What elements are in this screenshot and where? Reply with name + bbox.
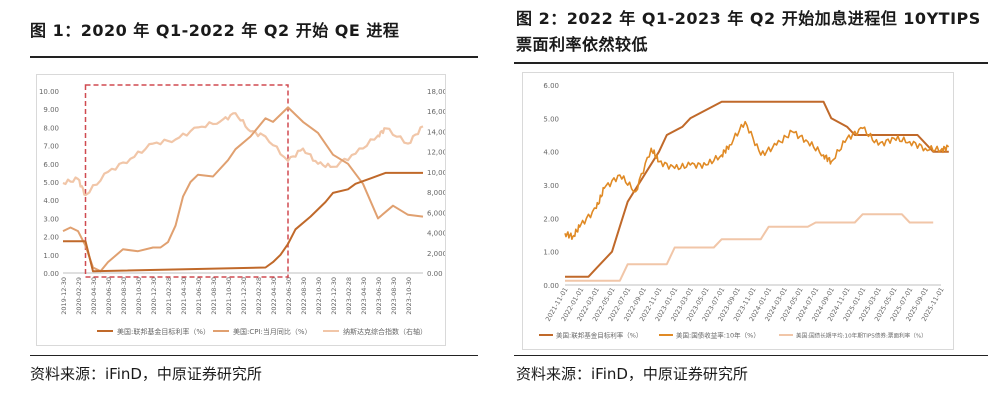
y-left-tick-label: 4.00 [43, 197, 59, 205]
x-tick-label: 2020-10-30 [135, 277, 143, 315]
figure-1-chart-frame: 10.00 9.00 8.00 7.00 6.00 5.00 4.00 3.00 2.00 1.0… [36, 74, 463, 346]
y-left-tick-label: 8.00 [43, 124, 59, 132]
series-line-treasury-10y-yield [564, 120, 950, 240]
legend-label: 美国:联邦基金目标利率（%） [556, 331, 642, 340]
y-tick-label: 3.00 [543, 182, 559, 190]
figure-2-top-rule [514, 62, 988, 64]
y-tick-label: 2.00 [543, 215, 559, 223]
legend-label: 美国:国债收益率:10年（%） [676, 331, 760, 340]
y-left-tick-label: 3.00 [43, 215, 59, 223]
series-line-tips-10y-coupon [565, 213, 934, 282]
figure-2-chart-frame: 6.00 5.00 4.00 3.00 2.00 1.00 0.00 2021-11-01 20… [522, 72, 954, 350]
figure-1-source: 资料来源：iFinD，中原证券研究所 [30, 365, 262, 383]
y-left-tick-label: 5.00 [43, 179, 59, 187]
figure-1-bottom-rule [30, 355, 478, 356]
y-left-tick-label: 10.00 [39, 88, 59, 96]
figure-1-top-rule [30, 56, 478, 58]
legend-label: 美国:国债长期平均:10年期TIPS债券:票面利率（%） [796, 332, 927, 340]
y-tick-label: 6.00 [543, 82, 559, 90]
y-right-tick-label: 8,000.00 [427, 189, 445, 197]
y-right-tick-label: 6,000.00 [427, 209, 445, 217]
figure-2-panel: 图 2：2022 年 Q1-2023 年 Q2 开始加息进程但 10YTIPS … [508, 0, 992, 409]
figure-2-source: 资料来源：iFinD，中原证券研究所 [516, 365, 748, 383]
x-tick-label: 2020-04-30 [90, 277, 98, 315]
x-tick-label: 2020-08-30 [120, 277, 128, 315]
x-tick-label: 2020-12-30 [150, 277, 158, 315]
y-right-tick-label: 14,000.00 [427, 128, 445, 136]
x-tick-label: 2021-08-30 [210, 277, 218, 315]
series-line-fed-funds-rate [63, 171, 423, 273]
x-tick-label: 2022-06-30 [285, 277, 293, 315]
y-right-tick-label: 10,000.00 [427, 169, 445, 177]
y-right-tick-label: 18,000.00 [427, 88, 445, 96]
legend-label: 美国:CPI:当月同比（%） [233, 327, 312, 336]
qe-period-highlight-box [84, 84, 289, 278]
figure-1-panel: 图 1：2020 年 Q1-2022 年 Q2 开始 QE 进程 10.00 9.… [0, 0, 480, 409]
y-left-tick-label: 1.00 [43, 252, 59, 260]
series-line-fed-funds-rate [565, 100, 949, 278]
y-left-tick-label: 2.00 [43, 234, 59, 242]
x-tick-label: 2020-06-30 [105, 277, 113, 315]
x-tick-label: 2023-08-30 [390, 277, 398, 315]
x-tick-label: 2021-12-30 [240, 277, 248, 315]
x-tick-label: 2021-04-30 [180, 277, 188, 315]
y-tick-label: 4.00 [543, 149, 559, 157]
figure-2-chart: 6.005.004.003.002.001.000.002021-11-0120… [539, 82, 950, 340]
x-tick-label: 2022-12-30 [330, 277, 338, 315]
x-tick-label: 2021-02-28 [165, 277, 173, 315]
y-right-tick-label: 2,000.00 [427, 250, 445, 258]
x-tick-label: 2020-02-29 [75, 277, 83, 315]
legend-label: 纳斯达克综合指数（右轴） [343, 327, 427, 336]
y-right-tick-label: 0.00 [427, 270, 443, 278]
y-left-tick-label: 0.00 [43, 270, 59, 278]
x-tick-label: 2021-10-30 [225, 277, 233, 315]
y-right-tick-label: 16,000.00 [427, 108, 445, 116]
x-tick-label: 2023-02-28 [345, 277, 353, 315]
y-left-tick-label: 6.00 [43, 161, 59, 169]
series-line-cpi-yoy [62, 106, 424, 273]
y-right-tick-label: 4,000.00 [427, 230, 445, 238]
x-tick-label: 2019-12-30 [60, 277, 68, 315]
x-tick-label: 2021-06-30 [195, 277, 203, 315]
y-tick-label: 1.00 [543, 249, 559, 257]
x-tick-label: 2023-04-30 [360, 277, 368, 315]
x-tick-label: 2022-08-30 [300, 277, 308, 315]
y-left-tick-label: 9.00 [43, 106, 59, 114]
x-tick-label: 2022-02-28 [255, 277, 263, 315]
y-tick-label: 5.00 [543, 115, 559, 123]
x-tick-label: 2022-10-30 [315, 277, 323, 315]
y-left-tick-label: 7.00 [43, 143, 59, 151]
x-tick-label: 2023-06-30 [375, 277, 383, 315]
figure-1-title: 图 1：2020 年 Q1-2022 年 Q2 开始 QE 进程 [30, 21, 400, 40]
figure-2-title: 图 2：2022 年 Q1-2023 年 Q2 开始加息进程但 10YTIPS … [516, 9, 981, 54]
figure-2-bottom-rule [514, 355, 988, 356]
y-tick-label: 0.00 [543, 282, 559, 290]
figure-1-chart: 10.00 9.00 8.00 7.00 6.00 5.00 4.00 3.00 2.00 1.0… [39, 84, 463, 336]
series-line-nasdaq-index [62, 112, 424, 197]
legend-label: 美国:联邦基金目标利率（%） [117, 327, 210, 336]
y-right-tick-label: 12,000.00 [427, 149, 445, 157]
x-tick-label: 2023-10-30 [405, 277, 413, 315]
x-tick-label: 2022-04-30 [270, 277, 278, 315]
